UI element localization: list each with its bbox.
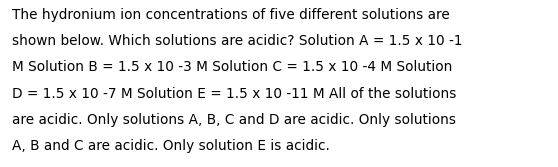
Text: D = 1.5 x 10 -7 M Solution E = 1.5 x 10 -11 M All of the solutions: D = 1.5 x 10 -7 M Solution E = 1.5 x 10 … [12, 87, 456, 101]
Text: The hydronium ion concentrations of five different solutions are: The hydronium ion concentrations of five… [12, 8, 450, 22]
Text: M Solution B = 1.5 x 10 -3 M Solution C = 1.5 x 10 -4 M Solution: M Solution B = 1.5 x 10 -3 M Solution C … [12, 60, 453, 74]
Text: shown below. Which solutions are acidic? Solution A = 1.5 x 10 -1: shown below. Which solutions are acidic?… [12, 34, 463, 48]
Text: are acidic. Only solutions A, B, C and D are acidic. Only solutions: are acidic. Only solutions A, B, C and D… [12, 113, 456, 127]
Text: A, B and C are acidic. Only solution E is acidic.: A, B and C are acidic. Only solution E i… [12, 139, 330, 153]
